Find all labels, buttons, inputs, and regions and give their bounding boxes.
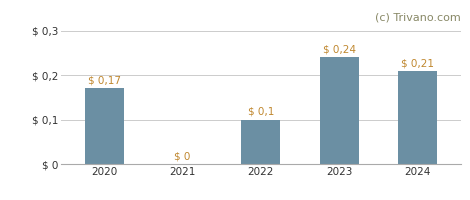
Text: $ 0,1: $ 0,1 <box>248 107 274 117</box>
Bar <box>241 120 281 164</box>
Text: $ 0: $ 0 <box>174 151 191 161</box>
Text: (c) Trivano.com: (c) Trivano.com <box>375 13 461 23</box>
Bar <box>85 88 124 164</box>
Text: $ 0,21: $ 0,21 <box>401 58 434 68</box>
Text: $ 0,17: $ 0,17 <box>88 76 121 86</box>
Text: $ 0,24: $ 0,24 <box>323 45 356 55</box>
Bar <box>398 71 437 164</box>
Bar <box>320 57 359 164</box>
